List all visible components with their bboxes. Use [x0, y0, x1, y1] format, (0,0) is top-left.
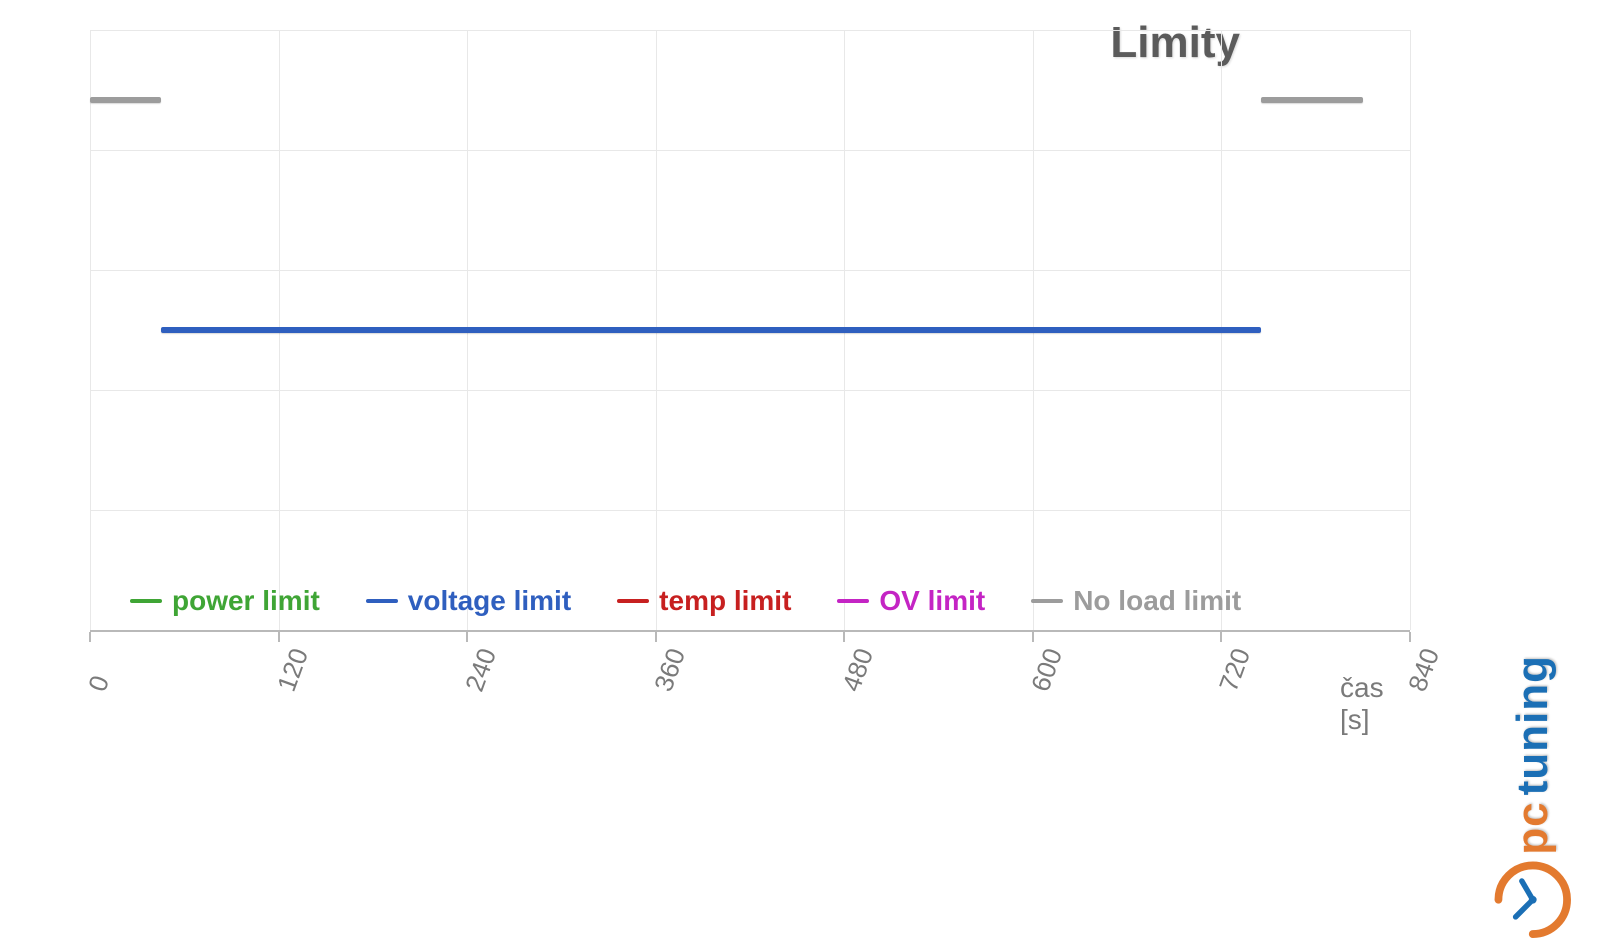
- v-gridline: [90, 30, 91, 630]
- legend-dash-icon: [617, 599, 649, 603]
- x-tick: [655, 632, 657, 642]
- x-tick-label: 600: [1025, 644, 1069, 695]
- legend-dash-icon: [366, 599, 398, 603]
- h-gridline: [90, 30, 1410, 31]
- x-tick: [1220, 632, 1222, 642]
- clock-icon: [1494, 861, 1572, 939]
- x-tick: [843, 632, 845, 642]
- x-tick: [466, 632, 468, 642]
- legend-dash-icon: [130, 599, 162, 603]
- legend-label: voltage limit: [408, 585, 571, 617]
- series-segment: [161, 327, 1261, 333]
- x-tick-label: 0: [82, 671, 116, 695]
- x-tick: [278, 632, 280, 642]
- chart-legend: power limit voltage limit temp limit OV lim…: [130, 585, 1241, 617]
- x-tick: [1409, 632, 1411, 642]
- x-tick-label: 480: [836, 644, 880, 695]
- x-tick-label: 120: [271, 644, 315, 695]
- legend-item: voltage limit: [366, 585, 571, 617]
- series-segment: [90, 97, 161, 103]
- legend-item: OV limit: [837, 585, 985, 617]
- x-tick: [1032, 632, 1034, 642]
- x-axis-label: čas [s]: [1340, 672, 1410, 736]
- v-gridline: [1410, 30, 1411, 630]
- x-tick-label: 720: [1213, 644, 1257, 695]
- legend-dash-icon: [837, 599, 869, 603]
- legend-dash-icon: [1031, 599, 1063, 603]
- h-gridline: [90, 510, 1410, 511]
- series-segment: [1261, 97, 1363, 103]
- x-tick-label: 240: [459, 644, 503, 695]
- h-gridline: [90, 390, 1410, 391]
- pctuning-watermark: pc tuning: [1494, 655, 1572, 939]
- legend-item: power limit: [130, 585, 320, 617]
- limits-chart: Limity 0120240360480600720840 čas [s] po…: [90, 30, 1410, 630]
- legend-label: temp limit: [659, 585, 791, 617]
- plot-area: [90, 30, 1410, 632]
- watermark-pc: pc: [1508, 801, 1558, 854]
- legend-item: No load limit: [1031, 585, 1241, 617]
- h-gridline: [90, 150, 1410, 151]
- legend-item: temp limit: [617, 585, 791, 617]
- x-tick: [89, 632, 91, 642]
- h-gridline: [90, 270, 1410, 271]
- legend-label: OV limit: [879, 585, 985, 617]
- legend-label: No load limit: [1073, 585, 1241, 617]
- legend-label: power limit: [172, 585, 320, 617]
- x-tick-label: 360: [648, 644, 692, 695]
- watermark-tuning: tuning: [1508, 655, 1558, 795]
